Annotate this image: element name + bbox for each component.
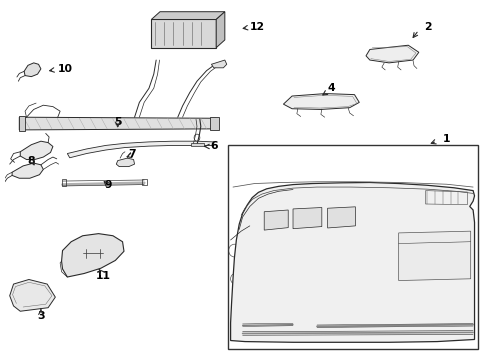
Polygon shape bbox=[151, 19, 216, 48]
Text: 2: 2 bbox=[424, 22, 431, 32]
Polygon shape bbox=[20, 141, 53, 159]
Text: 3: 3 bbox=[37, 311, 45, 321]
Polygon shape bbox=[151, 12, 225, 19]
Polygon shape bbox=[62, 234, 124, 277]
Polygon shape bbox=[19, 117, 216, 130]
Text: 11: 11 bbox=[96, 271, 111, 281]
Polygon shape bbox=[191, 143, 204, 147]
Polygon shape bbox=[366, 45, 419, 63]
Polygon shape bbox=[283, 94, 359, 109]
Polygon shape bbox=[399, 231, 471, 280]
Polygon shape bbox=[24, 63, 41, 77]
Text: 5: 5 bbox=[114, 117, 122, 127]
Polygon shape bbox=[293, 207, 322, 229]
Polygon shape bbox=[116, 158, 135, 167]
Text: 7: 7 bbox=[128, 149, 136, 158]
Polygon shape bbox=[264, 210, 288, 230]
Polygon shape bbox=[216, 12, 225, 48]
Polygon shape bbox=[210, 117, 219, 130]
Polygon shape bbox=[19, 116, 25, 131]
Polygon shape bbox=[12, 163, 43, 178]
Polygon shape bbox=[211, 60, 227, 68]
Polygon shape bbox=[328, 207, 355, 228]
Text: 8: 8 bbox=[27, 156, 35, 166]
Text: 1: 1 bbox=[443, 134, 450, 144]
Polygon shape bbox=[10, 279, 55, 311]
Text: 4: 4 bbox=[328, 83, 335, 93]
Text: 10: 10 bbox=[57, 64, 73, 74]
Polygon shape bbox=[67, 141, 214, 158]
Text: 12: 12 bbox=[249, 22, 265, 32]
Text: 9: 9 bbox=[104, 180, 112, 190]
Polygon shape bbox=[231, 183, 474, 342]
Text: 6: 6 bbox=[210, 141, 218, 152]
